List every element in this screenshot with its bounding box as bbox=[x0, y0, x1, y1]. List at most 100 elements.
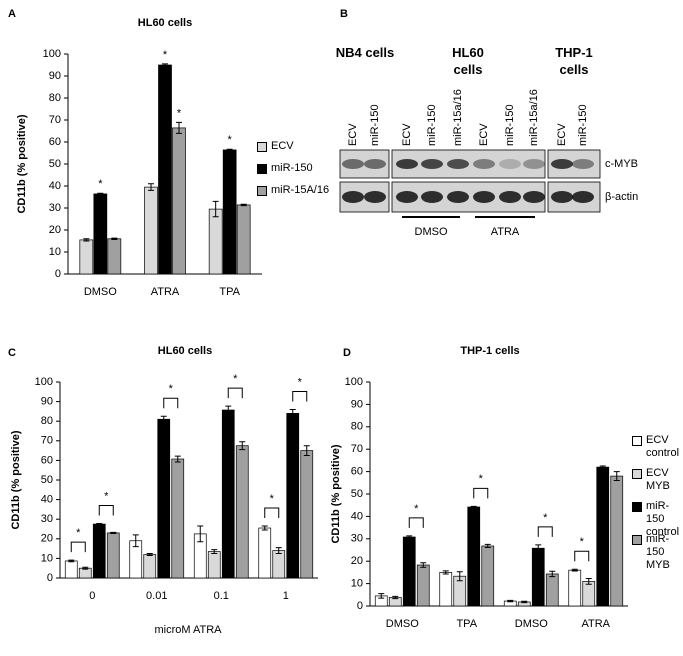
error-bar bbox=[442, 570, 449, 575]
lane-label: miR-150 bbox=[369, 104, 381, 146]
band bbox=[396, 191, 418, 203]
legend-item: miR-15A/16 bbox=[257, 184, 337, 197]
x-tick-label: DMSO bbox=[84, 286, 117, 298]
significance-star: * bbox=[414, 503, 419, 515]
band bbox=[473, 191, 495, 203]
y-tick-label: 70 bbox=[41, 435, 53, 447]
band bbox=[364, 191, 386, 203]
bar bbox=[235, 445, 249, 579]
significance-star: * bbox=[169, 383, 174, 395]
bar bbox=[439, 572, 453, 607]
significance-bracket bbox=[292, 390, 308, 402]
error-bar bbox=[212, 200, 219, 218]
y-tick-label: 100 bbox=[43, 48, 61, 60]
legend-item: ECV control bbox=[632, 434, 682, 460]
legend-item: miR-150 control bbox=[632, 500, 682, 539]
bar bbox=[481, 545, 495, 607]
chart-title: HL60 cells bbox=[158, 345, 212, 357]
error-bar bbox=[226, 148, 233, 152]
band bbox=[421, 159, 443, 169]
significance-bracket bbox=[537, 526, 553, 537]
bar bbox=[157, 418, 171, 579]
error-bar bbox=[96, 523, 103, 526]
significance-star: * bbox=[98, 178, 103, 190]
significance-bracket bbox=[98, 505, 114, 516]
bar bbox=[582, 581, 596, 607]
bar bbox=[300, 450, 314, 579]
significance-star: * bbox=[228, 134, 233, 146]
significance-star: * bbox=[270, 493, 275, 505]
error-bar bbox=[176, 121, 182, 134]
y-tick-label: 90 bbox=[49, 70, 61, 82]
lane-label: miR-15a/16 bbox=[528, 89, 540, 146]
legend-label: miR-15A/16 bbox=[271, 184, 330, 196]
bar bbox=[272, 550, 286, 579]
legend-label: ECV control bbox=[646, 434, 680, 459]
legend-item: miR-150 MYB bbox=[632, 533, 682, 572]
y-tick-label: 90 bbox=[351, 398, 363, 410]
legend-swatch bbox=[632, 535, 642, 545]
bar bbox=[221, 409, 235, 579]
bar bbox=[402, 536, 416, 607]
y-tick-label: 30 bbox=[41, 513, 53, 525]
bar bbox=[106, 532, 120, 579]
y-tick-label: 80 bbox=[41, 415, 53, 427]
band bbox=[342, 191, 364, 203]
legend-label: miR-150 control bbox=[646, 500, 680, 538]
bar bbox=[610, 475, 624, 607]
error-bar bbox=[240, 203, 247, 207]
bar bbox=[531, 547, 545, 607]
error-bar bbox=[110, 531, 117, 535]
y-tick-label: 10 bbox=[41, 552, 53, 564]
error-bar bbox=[111, 237, 118, 240]
error-bar bbox=[162, 63, 168, 67]
lane-label: miR-150 bbox=[504, 104, 516, 146]
y-axis-label: CD11b (% positive) bbox=[330, 444, 342, 543]
error-bar bbox=[303, 445, 310, 456]
bar bbox=[236, 204, 251, 275]
lane-label: miR-150 bbox=[426, 104, 438, 146]
error-bar bbox=[507, 599, 514, 603]
error-bar bbox=[521, 600, 528, 604]
bar bbox=[144, 186, 158, 275]
bar bbox=[64, 560, 78, 579]
bar bbox=[207, 551, 221, 579]
x-tick-label: ATRA bbox=[581, 618, 610, 630]
y-tick-label: 0 bbox=[357, 600, 363, 612]
band bbox=[551, 191, 573, 203]
significance-star: * bbox=[163, 49, 168, 61]
error-bar bbox=[392, 595, 399, 600]
error-bar bbox=[585, 577, 592, 585]
band bbox=[551, 159, 573, 169]
significance-bracket bbox=[574, 550, 590, 562]
bar bbox=[208, 208, 223, 275]
lane-label: ECV bbox=[556, 123, 568, 146]
band bbox=[447, 159, 469, 169]
y-tick-label: 70 bbox=[49, 114, 61, 126]
bar bbox=[467, 506, 481, 607]
error-bar bbox=[289, 408, 296, 418]
bar bbox=[416, 564, 430, 607]
lane-label: miR-150 bbox=[577, 104, 589, 146]
y-tick-label: 30 bbox=[49, 202, 61, 214]
bar bbox=[92, 523, 106, 579]
legend-item: miR-150 bbox=[257, 162, 337, 175]
band bbox=[523, 191, 545, 203]
bar bbox=[143, 554, 157, 579]
bar bbox=[222, 149, 237, 275]
band bbox=[572, 191, 594, 203]
chart-title: THP-1 cells bbox=[460, 345, 519, 357]
x-tick-label: 0.1 bbox=[214, 590, 229, 602]
error-bar bbox=[160, 415, 167, 423]
significance-star: * bbox=[580, 536, 585, 548]
panel-label: C bbox=[8, 347, 16, 359]
y-tick-label: 80 bbox=[49, 92, 61, 104]
y-tick-label: 50 bbox=[41, 474, 53, 486]
significance-bracket bbox=[473, 487, 489, 499]
bar bbox=[79, 239, 94, 275]
error-bar bbox=[484, 543, 491, 549]
legend-swatch bbox=[257, 186, 267, 196]
panel-label: A bbox=[8, 8, 16, 20]
legend-label: ECV bbox=[271, 140, 294, 152]
